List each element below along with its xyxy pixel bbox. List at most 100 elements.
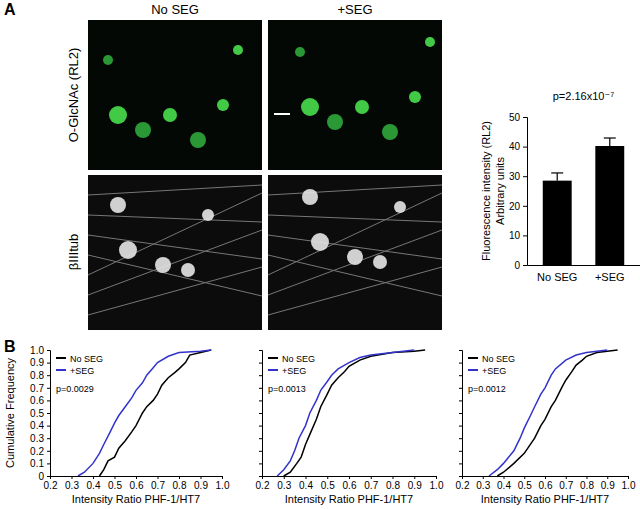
cdf-chart: 0.20.30.40.50.60.70.80.91.0Intensity Rat… [256,350,444,505]
tick-label: 0.8 [30,370,44,381]
annotation: p=0.0012 [468,384,506,394]
axis: No SEG +SEG [528,266,640,283]
tick-mark [436,476,437,479]
tick-mark [93,476,94,479]
tick [459,400,462,401]
tick: 0.8 [30,370,50,381]
axis [459,351,463,477]
neurite [88,255,262,296]
neurite [88,215,262,222]
tick [459,426,462,427]
tick: 0.6 [343,476,357,491]
tick-label: 0.3 [65,480,79,491]
axis-title: Intensity Ratio PHF-1/HT7 [72,493,200,505]
axis: 00.10.20.30.40.50.60.70.80.91.0 [30,345,50,482]
tick-mark [459,400,462,401]
cell-body [181,263,195,277]
tick-label: 30 [509,171,521,182]
cell-body [202,209,214,221]
tick-mark [523,265,527,266]
tick: 0.3 [65,476,79,491]
legend-label: +SEG [282,366,306,376]
tick-label: 0.8 [173,480,187,491]
figure: ABNo SEG+SEGO-GlcNAc (RL2)βIIItub0102030… [0,0,640,509]
tick: 0.4 [30,420,50,431]
legend-label: +SEG [482,366,506,376]
tick-mark [47,400,50,401]
tick-mark [47,476,50,477]
tick-mark [47,413,50,414]
tick: 0.4 [87,476,101,491]
annotation: p=0.0013 [268,384,306,394]
tick: 0.2 [256,476,270,491]
panel-label: B [4,338,16,355]
plot-area [78,350,211,476]
legend-item: No SEG [268,354,315,364]
tick [459,476,462,477]
tick: 0.8 [173,476,187,491]
tick-label: 1.0 [622,480,636,491]
cell-body [311,233,329,251]
tick-label: No SEG [537,271,577,283]
tick: 0.5 [30,408,50,419]
cell-body [217,99,229,111]
tick: 0.2 [30,446,50,457]
tick: 0.3 [476,476,490,491]
legend-item: +SEG [268,366,306,376]
micrograph-background [268,20,442,170]
cell-body [394,201,406,213]
tick-label: 0.3 [476,480,490,491]
tick: No SEG [537,271,577,283]
tick-mark [523,206,527,207]
legend-label: +SEG [70,366,94,376]
tick-mark [459,476,462,477]
tick-mark [72,476,73,479]
tick-mark [459,451,462,452]
tick-mark [259,438,262,439]
tick: 0.2 [456,476,470,491]
neurite [88,235,262,259]
cell-body [233,45,243,55]
tick [459,463,462,464]
axis: 0.20.30.40.50.60.70.80.91.0 [44,476,230,491]
tick: 0.6 [30,395,50,406]
tick: 0.8 [386,476,400,491]
tick: +SEG [595,271,625,283]
tick-mark [47,451,50,452]
tick-label: 0.6 [130,480,144,491]
tick: 30 [509,171,527,182]
legend-item: +SEG [56,366,94,376]
tick: 50 [509,112,527,123]
tick-label: 0.9 [194,480,208,491]
tick: 0.9 [194,476,208,491]
tick-mark [628,476,629,479]
axis-line [259,351,263,477]
annotation: p=0.0029 [56,384,94,394]
tick-label: 0.6 [30,395,44,406]
axis-title: Intensity Ratio PHF-1/HT7 [285,493,413,505]
tick-mark [504,476,505,479]
tick-label: 0.6 [539,480,553,491]
tick-label: 50 [509,112,521,123]
tick-mark [259,363,262,364]
tick [459,375,462,376]
axis-line [51,477,223,480]
tick-mark [523,235,527,236]
tick-label: 0.5 [30,408,44,419]
bar [595,146,624,265]
axis [259,351,263,477]
cdf-line [78,350,211,476]
tick-mark [47,375,50,376]
tick [259,426,262,427]
tick-label: 0.3 [30,433,44,444]
cell-body [155,257,171,273]
cdf-line [99,350,211,476]
micrograph [268,175,442,330]
tick-mark [284,476,285,479]
tick: 1.0 [216,476,230,491]
cdf-line [489,350,607,476]
tick-mark [459,350,462,351]
tick: 0.7 [364,476,378,491]
axis: 01020304050 [509,112,528,271]
tick: 0.2 [44,476,58,491]
